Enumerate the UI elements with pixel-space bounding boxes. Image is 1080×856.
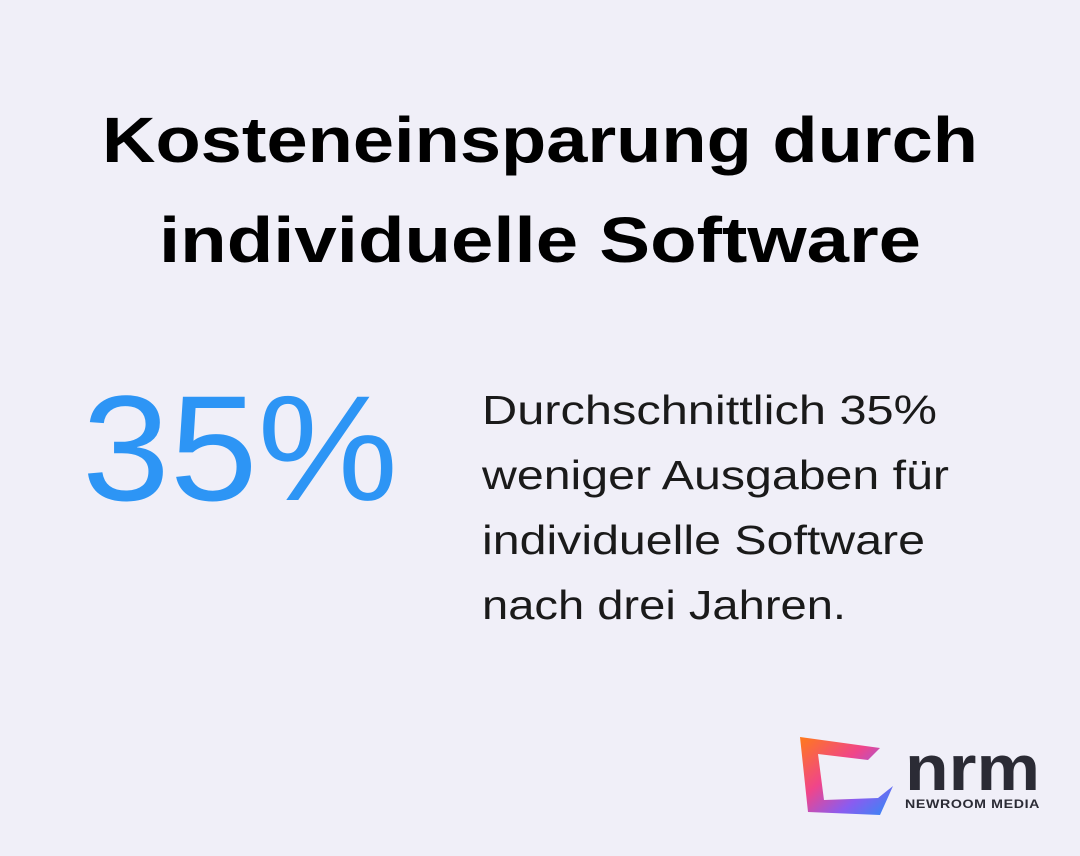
stat-value: 35% [82, 364, 398, 532]
title-line: individuelle Software [159, 204, 921, 276]
stat-description: individuelle Software [482, 517, 925, 563]
stat-description: weniger Ausgaben für [481, 452, 949, 498]
logo-tagline: NEWROOM MEDIA [905, 799, 1040, 811]
logo-icon [800, 737, 893, 815]
stat-description: nach drei Jahren. [482, 582, 846, 628]
logo-name: nrm [905, 732, 1040, 804]
stat-description: Durchschnittlich 35% [482, 387, 937, 433]
title-line: Kosteneinsparung durch [102, 104, 978, 176]
